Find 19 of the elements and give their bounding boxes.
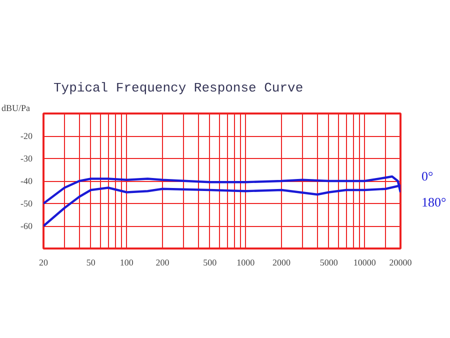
x-tick-label: 100 — [120, 258, 134, 268]
y-tick-label: -40 — [20, 176, 33, 186]
x-tick-label: 1000 — [236, 258, 256, 268]
x-tick-label: 5000 — [320, 258, 338, 268]
x-tick-label: 500 — [203, 258, 218, 268]
chart-title: Typical Frequency Response Curve — [54, 80, 304, 96]
y-tick-label: -20 — [20, 131, 33, 141]
series-label: 180° — [422, 194, 446, 210]
y-axis-title: dBU/Pa — [2, 103, 30, 113]
y-tick-label: -50 — [20, 198, 33, 208]
x-tick-label: 20 — [39, 258, 48, 268]
x-tick-label: 200 — [156, 258, 170, 268]
x-tick-label: 20000 — [389, 258, 412, 268]
x-tick-label: 2000 — [272, 258, 291, 268]
x-tick-label: 50 — [86, 258, 96, 268]
x-tick-label: 10000 — [353, 258, 376, 268]
y-tick-label: -30 — [20, 154, 33, 164]
y-tick-label: -60 — [20, 221, 33, 231]
series-label: 0° — [422, 168, 434, 184]
